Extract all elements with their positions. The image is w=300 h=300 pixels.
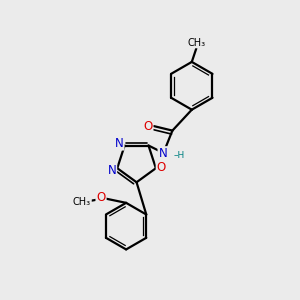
Text: N: N (107, 164, 116, 177)
Text: O: O (143, 120, 152, 133)
Text: N: N (115, 136, 124, 150)
Text: O: O (96, 191, 106, 204)
Text: N: N (158, 147, 167, 160)
Text: CH₃: CH₃ (187, 38, 205, 47)
Text: CH₃: CH₃ (73, 197, 91, 207)
Text: –H: –H (173, 152, 184, 160)
Text: O: O (157, 161, 166, 174)
